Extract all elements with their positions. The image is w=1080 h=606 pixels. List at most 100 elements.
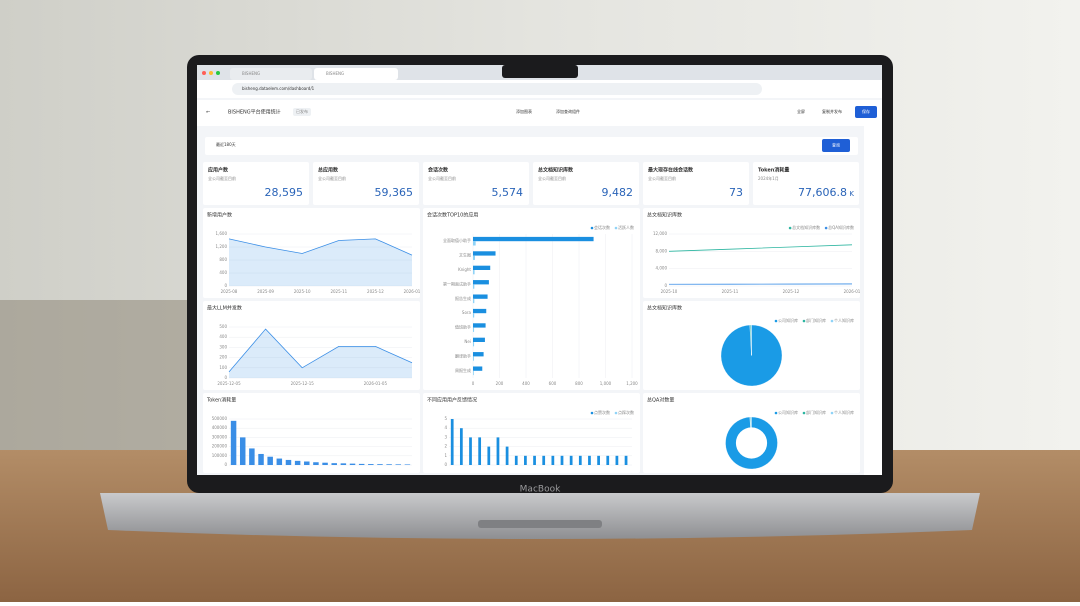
add-chart[interactable]: 添加图表 xyxy=(516,108,532,114)
tab-title: BISHENG xyxy=(326,71,344,76)
bar xyxy=(322,463,327,465)
bar xyxy=(473,323,486,327)
kpi-value: 5,574 xyxy=(492,186,524,199)
bar xyxy=(473,313,474,317)
bar xyxy=(451,419,454,465)
kpi-title: 应用户数 xyxy=(208,167,229,174)
fullscreen-button[interactable]: 全屏 xyxy=(797,108,805,114)
y-tick-label: 8,000 xyxy=(656,248,668,253)
chart-title: 总文档知识库数 xyxy=(647,305,682,312)
bar xyxy=(473,371,474,375)
donut-hole xyxy=(736,427,767,458)
bar xyxy=(515,456,518,465)
kpi-unit: K xyxy=(849,190,854,198)
bar xyxy=(359,464,364,465)
x-tick-label: 0 xyxy=(472,381,475,386)
right-sidebar xyxy=(864,126,882,475)
bar xyxy=(341,463,346,465)
window-control[interactable] xyxy=(209,71,213,75)
bar xyxy=(473,328,474,332)
legend-label: 总QA知识库数 xyxy=(828,224,854,230)
window-control[interactable] xyxy=(202,71,206,75)
bar xyxy=(616,456,619,465)
x-tick-label: 1,000 xyxy=(600,381,612,386)
x-tick-label: 2025-09 xyxy=(257,289,274,294)
date-range[interactable]: 最近180天 xyxy=(216,141,236,147)
bar xyxy=(506,447,509,465)
bar xyxy=(267,457,272,465)
x-tick-label: 2025-12-05 xyxy=(217,381,241,386)
x-tick-label: 2025-10 xyxy=(661,289,678,294)
legend-label: 个人知识库 xyxy=(834,317,854,323)
chart-title: 最大LLM并发数 xyxy=(207,305,242,312)
window-control[interactable] xyxy=(216,71,220,75)
bar xyxy=(405,464,410,465)
y-tick-label: 4,000 xyxy=(656,266,668,271)
bar xyxy=(277,459,282,465)
y-tick-label: 100 xyxy=(219,365,227,370)
bar xyxy=(473,241,476,245)
bar xyxy=(542,456,545,465)
bar xyxy=(473,270,475,274)
bar xyxy=(551,456,554,465)
bar xyxy=(473,309,486,313)
bar xyxy=(561,456,564,465)
legend-swatch xyxy=(615,412,618,415)
add-query[interactable]: 添加查询组件 xyxy=(556,108,580,114)
kpi-note: 全公司截至目前 xyxy=(208,175,236,181)
y-tick-label: 翻译助手 xyxy=(455,352,471,358)
copy-publish-button[interactable]: 复制并发布 xyxy=(822,108,842,114)
bar xyxy=(625,456,628,465)
legend-swatch xyxy=(615,227,618,230)
x-tick-label: 2026-01-05 xyxy=(364,381,388,386)
x-tick-label: 2025-12 xyxy=(783,289,800,294)
bar xyxy=(396,464,401,465)
bar xyxy=(606,456,609,465)
bar xyxy=(570,456,573,465)
bar xyxy=(473,299,474,303)
bar xyxy=(368,464,373,465)
y-tick-label: 1,600 xyxy=(216,231,228,236)
y-tick-label: 1,200 xyxy=(216,244,228,249)
bar xyxy=(350,464,355,465)
x-tick-label: 2025-10 xyxy=(294,289,311,294)
x-tick-label: 800 xyxy=(575,381,583,386)
legend-swatch xyxy=(825,227,828,230)
legend-label: 个人知识库 xyxy=(834,409,854,415)
y-tick-label: 500 xyxy=(219,324,227,329)
legend-swatch xyxy=(803,320,806,323)
bar xyxy=(478,437,481,465)
bar xyxy=(473,280,489,284)
x-tick-label: 1,200 xyxy=(626,381,638,386)
kpi-note: 全公司截至目前 xyxy=(648,175,676,181)
bar xyxy=(240,437,245,465)
status: 已发布 xyxy=(296,108,308,114)
kpi-value: 9,482 xyxy=(602,186,634,199)
y-tick-label: Sora xyxy=(462,310,472,315)
bar xyxy=(588,456,591,465)
y-tick-label: 周报生成 xyxy=(455,367,471,373)
bar xyxy=(460,428,463,465)
bar xyxy=(473,251,496,255)
query-label: 查询 xyxy=(832,142,840,148)
brand: MacBook xyxy=(520,485,561,495)
bar xyxy=(377,464,382,465)
camera-notch xyxy=(502,65,578,78)
back-button[interactable]: ← xyxy=(206,110,210,116)
bar xyxy=(258,454,263,465)
y-tick-label: 报告生成 xyxy=(455,295,471,301)
kpi-note: 全公司截至目前 xyxy=(318,175,346,181)
bar xyxy=(497,437,500,465)
kpi-value: 77,606.8 xyxy=(798,186,847,199)
bar xyxy=(249,448,254,465)
dashboard-title: BISHENG平台使用统计 xyxy=(228,109,281,116)
x-tick-label: 2025-11 xyxy=(330,289,347,294)
kpi-note: 2024年1月 xyxy=(758,175,779,181)
x-tick-label: 2026-01 xyxy=(844,289,861,294)
x-tick-label: 2025-12-15 xyxy=(291,381,315,386)
bar xyxy=(473,256,475,260)
bar xyxy=(533,456,536,465)
chart-title: 不同应用用户反馈情况 xyxy=(427,397,477,404)
x-tick-label: 600 xyxy=(549,381,557,386)
